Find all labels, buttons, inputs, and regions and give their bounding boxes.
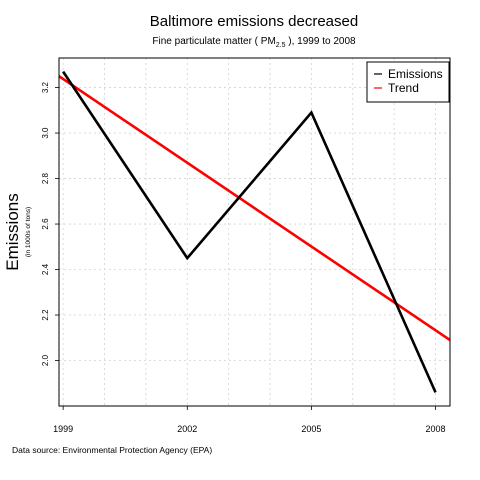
x-tick-label: 1999 — [53, 424, 73, 434]
subtitle-prefix: Fine particulate matter ( PM — [152, 36, 275, 47]
plot-frame — [58, 57, 451, 407]
chart-subtitle: Fine particulate matter ( PM2.5 ), 1999 … — [152, 36, 356, 49]
legend-label-trend: Trend — [388, 81, 419, 95]
legend-box — [366, 61, 450, 103]
series-line-emissions — [62, 70, 437, 393]
x-tick-label: 2005 — [301, 424, 321, 434]
subtitle-suffix: ), 1999 to 2008 — [286, 36, 356, 47]
series-layer — [62, 70, 437, 393]
y-tick-label: 2.6 — [41, 218, 50, 230]
y-tick-label: 2.4 — [41, 263, 50, 275]
subtitle-subscript: 2.5 — [276, 42, 286, 49]
data-source-note: Data source: Environmental Protection Ag… — [12, 445, 212, 455]
x-axis: 1999 2002 2005 2008 — [53, 406, 446, 434]
y-tick-label: 2.8 — [41, 172, 50, 184]
grid-lines — [59, 58, 450, 406]
y-tick-label: 3.0 — [41, 127, 50, 139]
y-axis-sublabel: (in 1000s of tons) — [25, 207, 32, 257]
series-line-trend — [58, 75, 451, 342]
y-axis: 2.0 2.2 2.4 2.6 2.8 3.0 3.2 — [41, 81, 59, 366]
y-tick-label: 3.2 — [41, 81, 50, 93]
x-tick-label: 2008 — [426, 424, 446, 434]
trend-layer — [58, 75, 451, 342]
x-tick-label: 2002 — [177, 424, 197, 434]
legend-label-emissions: Emissions — [388, 67, 443, 81]
chart-title: Baltimore emissions decreased — [150, 13, 358, 30]
y-tick-label: 2.0 — [41, 354, 50, 366]
y-tick-label: 2.2 — [41, 309, 50, 321]
y-axis-label: Emissions — [3, 193, 22, 270]
legend: Emissions Trend — [366, 61, 450, 103]
